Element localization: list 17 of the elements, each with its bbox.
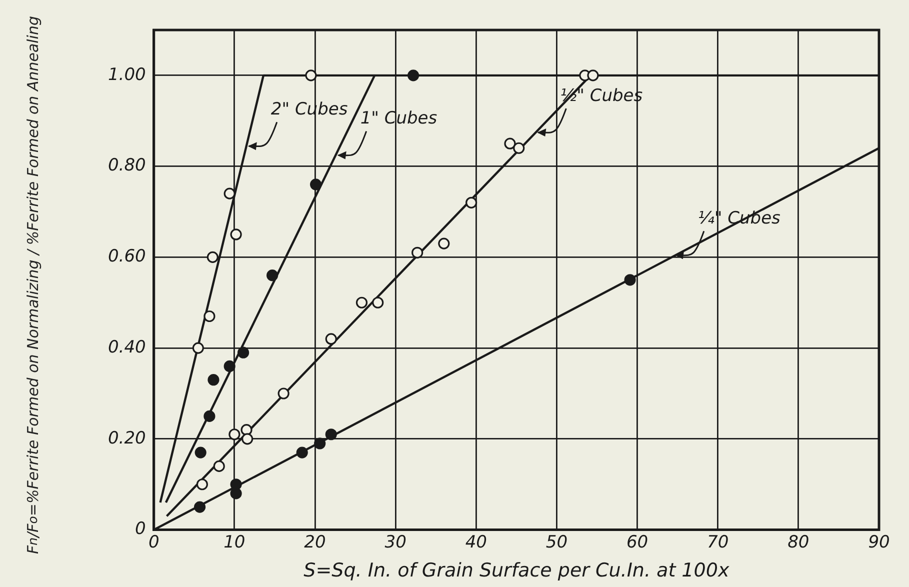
x-tick-label: 30	[384, 532, 406, 552]
x-tick-label: 20	[304, 532, 326, 552]
y-tick-label: 0.20	[108, 428, 146, 448]
x-tick-label: 50	[546, 532, 568, 552]
y-tick-label: 0.80	[108, 156, 146, 176]
x-tick-label: 10	[224, 532, 246, 552]
y-tick-label: 0.60	[108, 246, 146, 267]
y-tick-label: 0	[135, 519, 146, 540]
y-tick-label: 1.00	[108, 64, 146, 85]
x-tick-label: 40	[465, 532, 487, 552]
y-tick-label: 0.40	[108, 337, 146, 358]
x-tick-label: 60	[626, 532, 648, 552]
x-tick-label: 90	[868, 532, 890, 552]
x-tick-label: 70	[707, 532, 729, 552]
x-axis-title: S=Sq. In. of Grain Surface per Cu.In. at 100x	[304, 560, 730, 582]
x-tick-label: 0	[148, 532, 160, 552]
x-tick-label: 80	[788, 532, 810, 552]
